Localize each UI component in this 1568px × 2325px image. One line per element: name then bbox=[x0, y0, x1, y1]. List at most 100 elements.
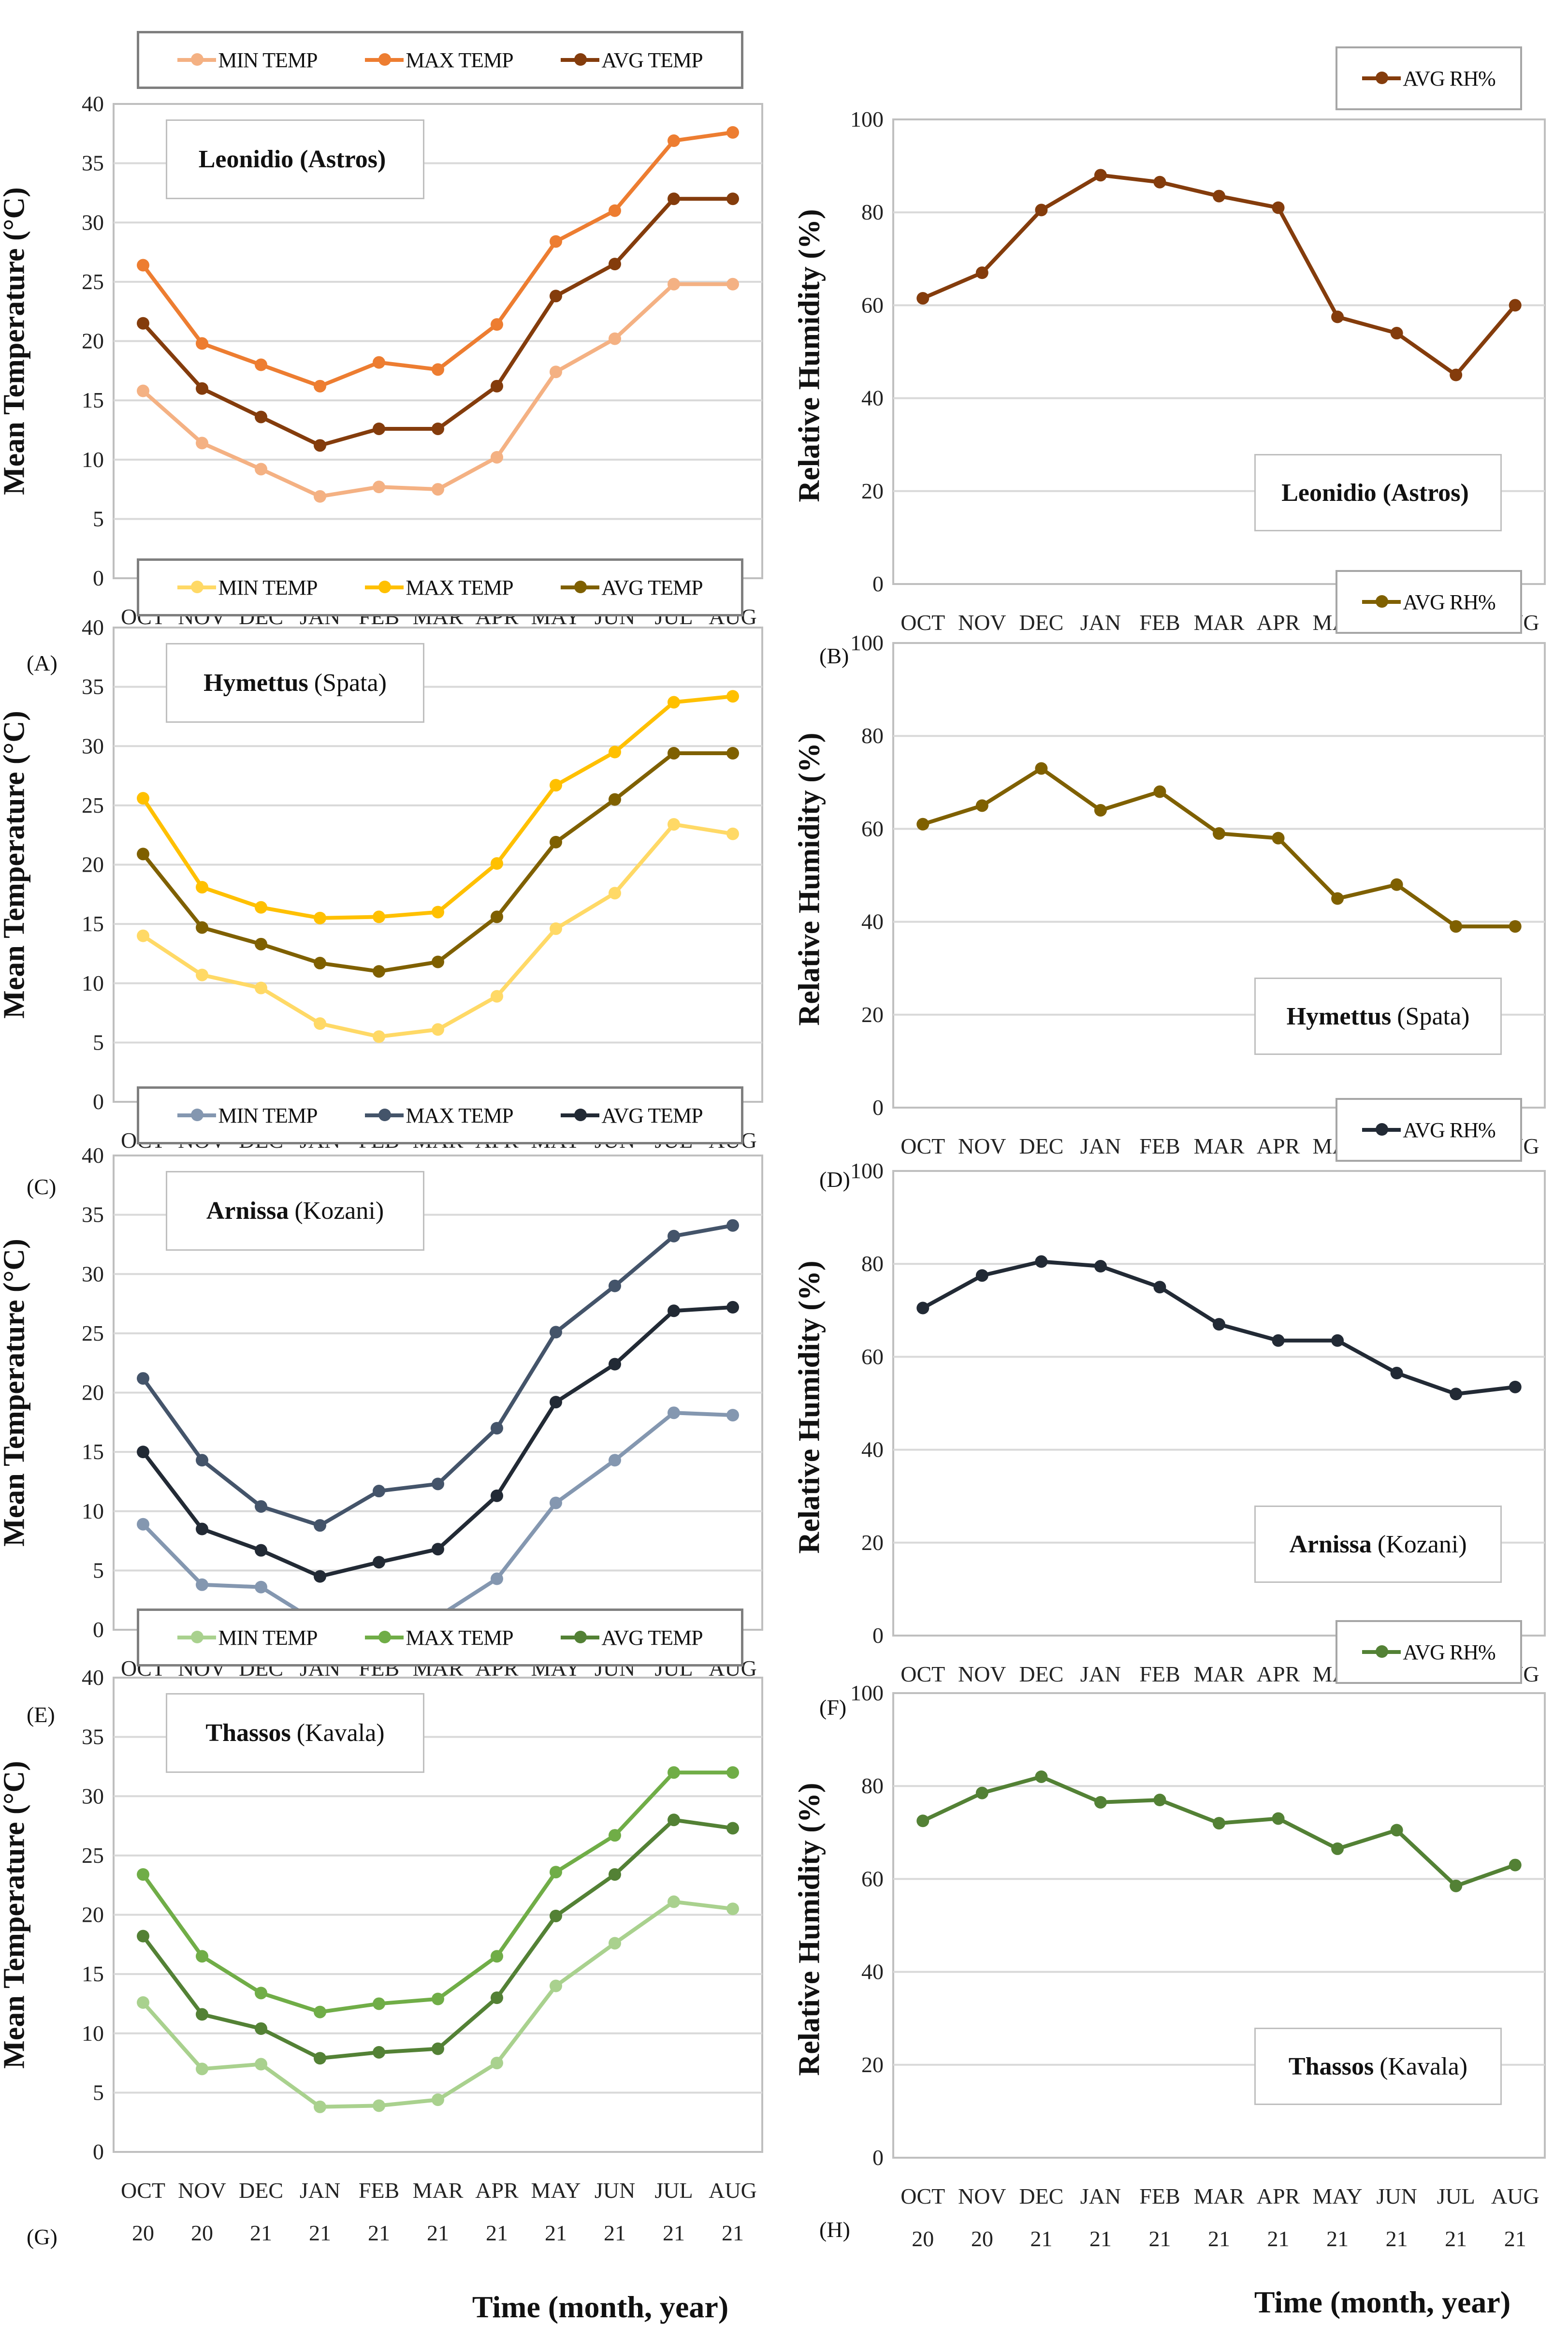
y-tick-label: 80 bbox=[861, 1773, 884, 1798]
legend-label: MIN TEMP bbox=[218, 48, 318, 72]
x-tick-month: MAR bbox=[413, 2178, 464, 2203]
data-point bbox=[975, 1269, 988, 1282]
legend-label: AVG RH% bbox=[1403, 1640, 1495, 1664]
chart-panel-e: 0510152025303540OCT20NOV20DEC21JAN21FEB2… bbox=[0, 1052, 784, 1802]
chart-panel-d: 020406080100OCT20NOV20DEC21JAN21FEB21MAR… bbox=[783, 524, 1567, 1269]
data-point bbox=[314, 490, 326, 503]
data-point bbox=[196, 1950, 208, 1963]
x-tick-month: JAN bbox=[300, 2178, 340, 2203]
data-point bbox=[550, 835, 562, 848]
legend: MIN TEMP MAX TEMP AVG TEMP bbox=[137, 558, 743, 616]
x-tick-year: 20 bbox=[132, 2221, 154, 2245]
data-point bbox=[196, 1522, 208, 1535]
series-avg-rh bbox=[916, 1770, 1522, 1892]
data-point bbox=[726, 1301, 739, 1314]
data-point bbox=[1390, 878, 1403, 891]
data-point bbox=[314, 1519, 326, 1532]
data-point bbox=[1153, 175, 1166, 189]
y-tick-label: 40 bbox=[82, 91, 104, 116]
y-tick-label: 40 bbox=[82, 1143, 104, 1168]
panel-letter: (D) bbox=[819, 1167, 850, 1192]
x-tick-year: 21 bbox=[663, 2221, 685, 2245]
x-tick-month: MAY bbox=[531, 2178, 581, 2203]
data-point bbox=[1331, 892, 1344, 905]
y-axis-title: Mean Temperature (°C) bbox=[0, 1761, 31, 2069]
data-point bbox=[314, 957, 326, 970]
y-tick-label: 25 bbox=[82, 269, 104, 294]
series-avg-rh bbox=[916, 169, 1522, 381]
x-tick-year: 21 bbox=[250, 2221, 272, 2245]
legend-line-marker-icon bbox=[365, 1109, 404, 1121]
data-point bbox=[373, 356, 385, 369]
data-point bbox=[668, 1766, 680, 1779]
y-tick-label: 10 bbox=[82, 971, 104, 995]
panel-letter: (F) bbox=[819, 1695, 847, 1720]
x-tick-month: NOV bbox=[958, 1662, 1006, 1686]
data-point bbox=[1153, 785, 1166, 798]
data-point bbox=[668, 1229, 680, 1243]
y-tick-label: 20 bbox=[82, 1380, 104, 1405]
data-point bbox=[255, 1500, 267, 1513]
data-point bbox=[1213, 827, 1225, 840]
data-point bbox=[550, 1496, 562, 1509]
y-tick-label: 35 bbox=[82, 151, 104, 175]
data-point bbox=[1272, 1812, 1285, 1825]
data-point bbox=[1213, 1318, 1225, 1331]
x-tick-month: JAN bbox=[1080, 2184, 1121, 2208]
y-tick-label: 100 bbox=[850, 630, 884, 655]
x-tick-month: FEB bbox=[1139, 1662, 1180, 1686]
y-tick-label: 10 bbox=[82, 1499, 104, 1523]
data-point bbox=[1509, 1380, 1522, 1393]
data-point bbox=[609, 204, 621, 217]
y-tick-label: 30 bbox=[82, 210, 104, 234]
y-tick-label: 20 bbox=[861, 1002, 884, 1027]
data-point bbox=[432, 906, 444, 919]
data-point bbox=[196, 2008, 208, 2021]
data-point bbox=[314, 911, 326, 924]
data-point bbox=[1094, 1260, 1107, 1273]
series-min-temp bbox=[137, 278, 739, 503]
data-point bbox=[373, 910, 385, 923]
x-tick-month: JAN bbox=[1080, 1134, 1121, 1158]
data-point bbox=[726, 1766, 739, 1779]
legend-label: MAX TEMP bbox=[406, 1103, 513, 1127]
data-point bbox=[1331, 1842, 1344, 1855]
data-point bbox=[196, 382, 208, 395]
location-name: Hymettus bbox=[203, 669, 308, 697]
x-tick-year: 21 bbox=[545, 2221, 567, 2245]
legend-item: AVG RH% bbox=[1362, 590, 1496, 614]
panel-letter: (A) bbox=[27, 651, 58, 675]
data-point bbox=[668, 1406, 680, 1419]
x-tick-year: 21 bbox=[309, 2221, 331, 2245]
data-point bbox=[726, 126, 739, 139]
legend-label: MIN TEMP bbox=[218, 1103, 318, 1127]
data-point bbox=[1153, 1794, 1166, 1807]
y-tick-label: 0 bbox=[872, 2145, 884, 2170]
legend-label: MIN TEMP bbox=[218, 1625, 318, 1650]
data-point bbox=[137, 929, 149, 942]
legend-label: AVG RH% bbox=[1403, 590, 1495, 614]
x-tick-month: DEC bbox=[1019, 2184, 1063, 2208]
y-tick-label: 25 bbox=[82, 1321, 104, 1345]
data-point bbox=[314, 2005, 326, 2018]
chart-panel-a: 0510152025303540OCT20NOV20DEC21JAN21FEB2… bbox=[0, 0, 784, 750]
x-tick-month: APR bbox=[1257, 1662, 1300, 1686]
x-tick-year: 21 bbox=[1326, 2226, 1349, 2251]
x-tick-month: APR bbox=[1257, 1134, 1300, 1158]
data-point bbox=[196, 968, 208, 981]
legend-label: AVG TEMP bbox=[601, 1625, 703, 1650]
series-max-temp bbox=[137, 126, 739, 393]
x-tick-year: 21 bbox=[1030, 2226, 1052, 2251]
data-point bbox=[255, 981, 267, 994]
data-point bbox=[314, 2100, 326, 2113]
location-label-box: Leonidio (Astros) bbox=[1254, 454, 1502, 531]
legend-line-marker-icon bbox=[561, 581, 600, 593]
y-tick-label: 0 bbox=[872, 571, 884, 596]
panel-letter: (H) bbox=[819, 2217, 850, 2242]
x-tick-year: 21 bbox=[1504, 2226, 1526, 2251]
x-tick-month: OCT bbox=[900, 2184, 945, 2208]
data-point bbox=[255, 410, 267, 424]
legend-label: MAX TEMP bbox=[406, 1625, 513, 1650]
data-point bbox=[255, 1580, 267, 1594]
legend-line-marker-icon bbox=[177, 1109, 217, 1121]
